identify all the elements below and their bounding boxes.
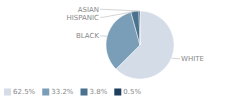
slice-label: BLACK — [76, 32, 99, 40]
leader-line — [100, 35, 107, 36]
legend: 62.5% 33.2% 3.8% 0.5% — [4, 88, 141, 96]
legend-label: 0.5% — [123, 88, 141, 96]
leader-line — [100, 11, 135, 17]
legend-label: 33.2% — [51, 88, 74, 96]
legend-item: 62.5% — [4, 88, 36, 96]
legend-item: 3.8% — [81, 88, 108, 96]
legend-swatch — [4, 89, 11, 96]
pie-slice — [131, 11, 140, 45]
pie-slice — [139, 11, 140, 45]
legend-swatch — [81, 89, 88, 96]
legend-swatch — [114, 89, 121, 96]
legend-item: 0.5% — [114, 88, 141, 96]
pie — [106, 11, 174, 79]
slice-label: WHITE — [181, 55, 204, 63]
slice-label: ASIAN — [78, 6, 99, 14]
leader-line — [100, 9, 139, 11]
leader-line — [171, 58, 180, 60]
chart: WHITE BLACK HISPANICASIAN 62.5% 33.2% 3.8% 0.5… — [0, 0, 240, 100]
legend-label: 62.5% — [13, 88, 36, 96]
annotations: WHITE BLACK HISPANICASIAN — [66, 6, 203, 63]
slice-label: HISPANIC — [66, 14, 99, 22]
legend-label: 3.8% — [90, 88, 108, 96]
legend-item: 33.2% — [42, 88, 74, 96]
legend-swatch — [42, 89, 49, 96]
